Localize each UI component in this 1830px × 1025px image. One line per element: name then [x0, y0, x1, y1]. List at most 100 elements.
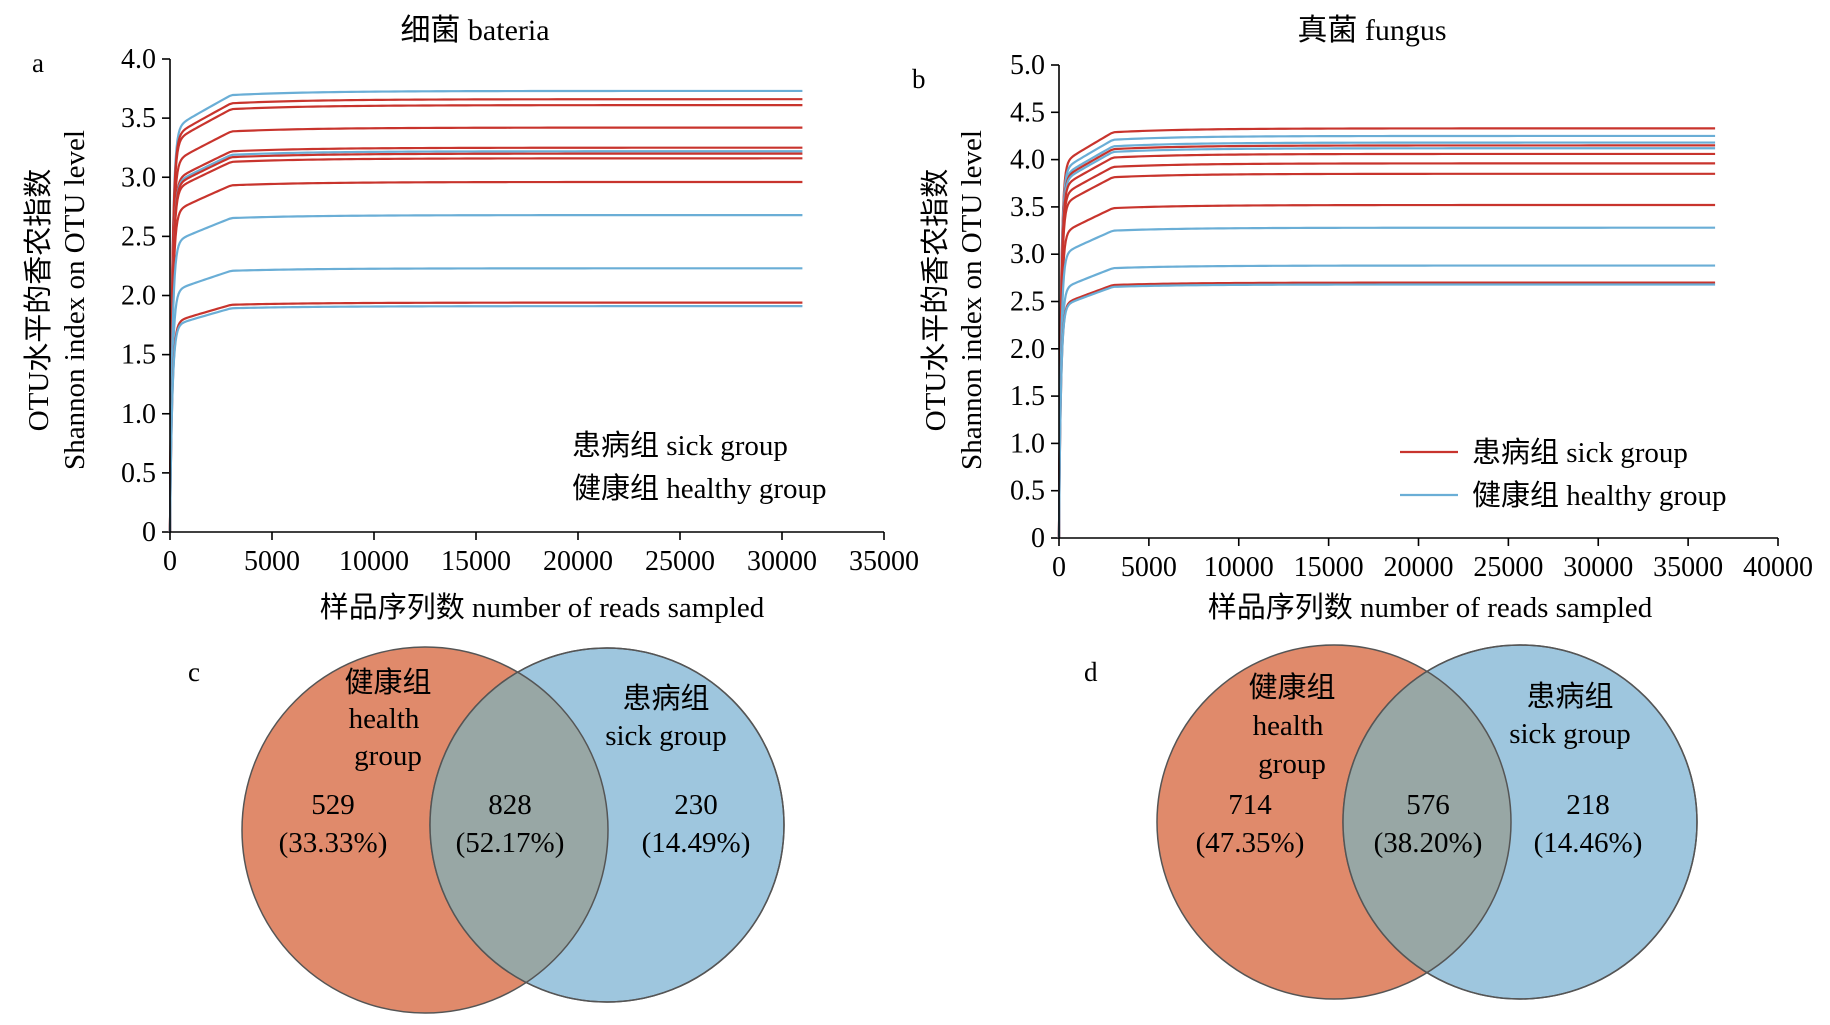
- panel-b-y-tick-label: 2.0: [1010, 334, 1045, 365]
- panel-b-curve-sick: [1057, 144, 1716, 539]
- panel-a-y-tick-label: 2.5: [121, 221, 156, 252]
- panel-b-x-tick-label: 40000: [1743, 552, 1813, 583]
- panel-b-y-tick-label: 0: [1031, 523, 1045, 554]
- panel-a-y-tick-label: 0.5: [121, 458, 156, 489]
- panel-b-curve-sick: [1057, 152, 1716, 539]
- panel-d-sick-percent: (14.46%): [1534, 827, 1643, 859]
- panel-b-x-tick-label: 25000: [1473, 552, 1543, 583]
- panel-a-curve-sick: [168, 126, 803, 533]
- panel-d-overlap-percent: (38.20%): [1374, 827, 1483, 859]
- panel-a-curve-healthy: [168, 305, 803, 533]
- panel-d-sick-label-2: sick group: [1509, 718, 1631, 750]
- panel-b-curve-sick: [1057, 172, 1716, 539]
- panel-a-x-tick-label: 0: [163, 546, 177, 577]
- panel-c-healthy-count: 529: [311, 789, 355, 821]
- panel-c-sick-percent: (14.49%): [642, 827, 751, 859]
- panel-c-overlap: [430, 648, 608, 1002]
- panel-b-y-tick-label: 3.0: [1010, 239, 1045, 270]
- panel-b-curve-sick: [1057, 203, 1716, 539]
- panel-c-healthy-label-2: health: [349, 703, 420, 735]
- panel-c-sick-label-1: 患病组: [622, 682, 709, 715]
- panel-a-curve-healthy: [168, 150, 803, 533]
- panel-d-healthy-percent: (47.35%): [1196, 827, 1305, 859]
- panel-a-y-tick-label: 1.5: [121, 340, 156, 371]
- panel-b-y-axis-label-line1: OTU水平的香农指数: [919, 169, 952, 432]
- panel-b-y-tick-label: 1.0: [1010, 428, 1045, 459]
- panel-b-curve-sick: [1057, 162, 1716, 539]
- panel-b-curves: [1057, 127, 1716, 539]
- panel-d-healthy-count: 714: [1228, 789, 1272, 821]
- panel-b-chart: b 真菌 fungus 样品序列数 number of reads sample…: [912, 14, 1813, 624]
- panel-b-curve-healthy: [1057, 147, 1716, 539]
- panel-d-sick-label-1: 患病组: [1526, 680, 1613, 713]
- panel-a-ticks: 0 5000 10000 15000 20000 25000 30000 35000 0 0.5 1…: [121, 44, 919, 577]
- panel-c-sick-count: 230: [674, 789, 718, 821]
- panel-b-y-tick-label: 5.0: [1010, 50, 1045, 81]
- panel-b-letter: b: [912, 64, 926, 94]
- panel-a-curve-healthy: [168, 267, 803, 533]
- panel-b-y-tick-label: 1.5: [1010, 381, 1045, 412]
- panel-b-legend-sick: 患病组 sick group: [1472, 436, 1688, 469]
- panel-b-y-tick-label: 4.5: [1010, 97, 1045, 128]
- panel-a-curve-sick: [168, 157, 803, 533]
- panel-a-curves: [168, 89, 803, 533]
- panel-a-curve-sick: [168, 180, 803, 533]
- panel-d-sick-outline: [1342, 644, 1698, 1000]
- panel-c-sick-label-2: sick group: [605, 720, 727, 752]
- panel-b-y-tick-label: 4.0: [1010, 145, 1045, 176]
- panel-c-overlap-percent: (52.17%): [456, 827, 565, 859]
- panel-a-title: 细菌 bateria: [400, 14, 549, 47]
- panel-a-x-tick-label: 30000: [747, 546, 817, 577]
- panel-b-ticks: 0 5000 10000 15000 20000 25000 30000 35000 40000…: [1010, 50, 1813, 583]
- panel-a-y-tick-label: 2.0: [121, 281, 156, 312]
- panel-a-curve-healthy: [168, 213, 803, 533]
- panel-a-curve-sick: [168, 98, 803, 533]
- panel-a-curve-sick: [168, 301, 803, 533]
- panel-a-curve-sick: [168, 104, 803, 533]
- panel-b-x-tick-label: 15000: [1294, 552, 1364, 583]
- panel-a-curve-sick: [168, 146, 803, 533]
- panel-d-overlap-outline: [1343, 645, 1512, 999]
- panel-b-x-tick-label: 35000: [1653, 552, 1723, 583]
- panel-a-x-tick-label: 10000: [339, 546, 409, 577]
- panel-a-y-tick-label: 3.5: [121, 103, 156, 134]
- panel-d-venn: d 健康组 health group 714 (47.35%) 576 (38.…: [1084, 644, 1698, 1000]
- panel-d-healthy-label-3: group: [1258, 748, 1326, 780]
- panel-a-x-axis-label: 样品序列数 number of reads sampled: [320, 591, 765, 624]
- panel-b-curve-sick: [1057, 127, 1716, 539]
- panel-c-overlap-count: 828: [488, 789, 532, 821]
- panel-b-title: 真菌 fungus: [1297, 14, 1446, 47]
- panel-b-x-tick-label: 10000: [1204, 552, 1274, 583]
- panel-d-healthy-label-1: 健康组: [1248, 671, 1335, 704]
- panel-c-letter: c: [188, 657, 200, 687]
- panel-a-letter: a: [32, 48, 44, 78]
- panel-a-chart: a 细菌 bateria 样品序列数 number of reads sampl…: [22, 14, 919, 624]
- panel-d-sick-count: 218: [1566, 789, 1610, 821]
- panel-d-healthy-label-2: health: [1253, 710, 1324, 742]
- panel-b-x-tick-label: 20000: [1384, 552, 1454, 583]
- panel-a-legend-healthy: 健康组 healthy group: [572, 472, 827, 505]
- panel-a-curve-sick: [168, 152, 803, 533]
- panel-b-curve-healthy: [1057, 264, 1716, 539]
- panel-c-sick-outline: [429, 647, 785, 1003]
- panel-b-x-tick-label: 0: [1052, 552, 1066, 583]
- panel-a-y-tick-label: 0: [142, 517, 156, 548]
- panel-c-healthy-percent: (33.33%): [279, 827, 388, 859]
- panel-a-y-axis-label-line1: OTU水平的香农指数: [22, 169, 55, 432]
- panel-d-overlap-count: 576: [1406, 789, 1450, 821]
- panel-b-y-tick-label: 0.5: [1010, 476, 1045, 507]
- panel-a-y-tick-label: 4.0: [121, 44, 156, 75]
- panel-a-legend-sick: 患病组 sick group: [572, 429, 788, 462]
- panel-d-letter: d: [1084, 657, 1098, 687]
- panel-b-y-axis-label-line2: Shannon index on OTU level: [956, 130, 988, 470]
- panel-b-curve-sick: [1057, 281, 1716, 539]
- panel-a-y-tick-label: 1.0: [121, 399, 156, 430]
- panel-a-x-tick-label: 35000: [849, 546, 919, 577]
- panel-c-overlap-outline: [430, 648, 609, 1002]
- panel-b-curve-healthy: [1057, 283, 1716, 539]
- panel-a-x-tick-label: 20000: [543, 546, 613, 577]
- panel-c-healthy-label-3: group: [354, 740, 422, 772]
- panel-b-x-tick-label: 30000: [1563, 552, 1633, 583]
- panel-a-x-tick-label: 5000: [244, 546, 300, 577]
